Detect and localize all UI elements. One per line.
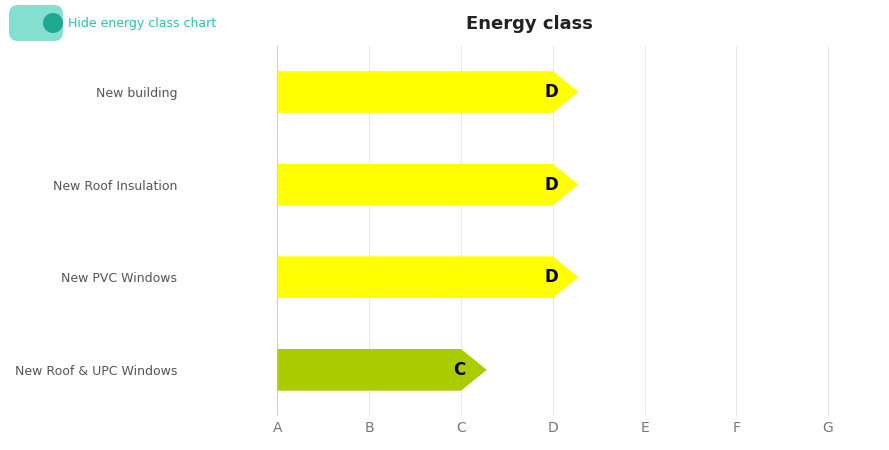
Polygon shape bbox=[277, 256, 579, 298]
Text: C: C bbox=[453, 361, 465, 379]
FancyBboxPatch shape bbox=[9, 5, 63, 41]
Polygon shape bbox=[277, 164, 579, 206]
Text: D: D bbox=[544, 268, 557, 286]
Text: D: D bbox=[544, 176, 557, 194]
Circle shape bbox=[43, 13, 63, 33]
Polygon shape bbox=[277, 71, 579, 113]
Polygon shape bbox=[277, 349, 486, 391]
Title: Energy class: Energy class bbox=[467, 15, 593, 33]
Text: D: D bbox=[544, 83, 557, 101]
Text: Hide energy class chart: Hide energy class chart bbox=[68, 17, 216, 30]
